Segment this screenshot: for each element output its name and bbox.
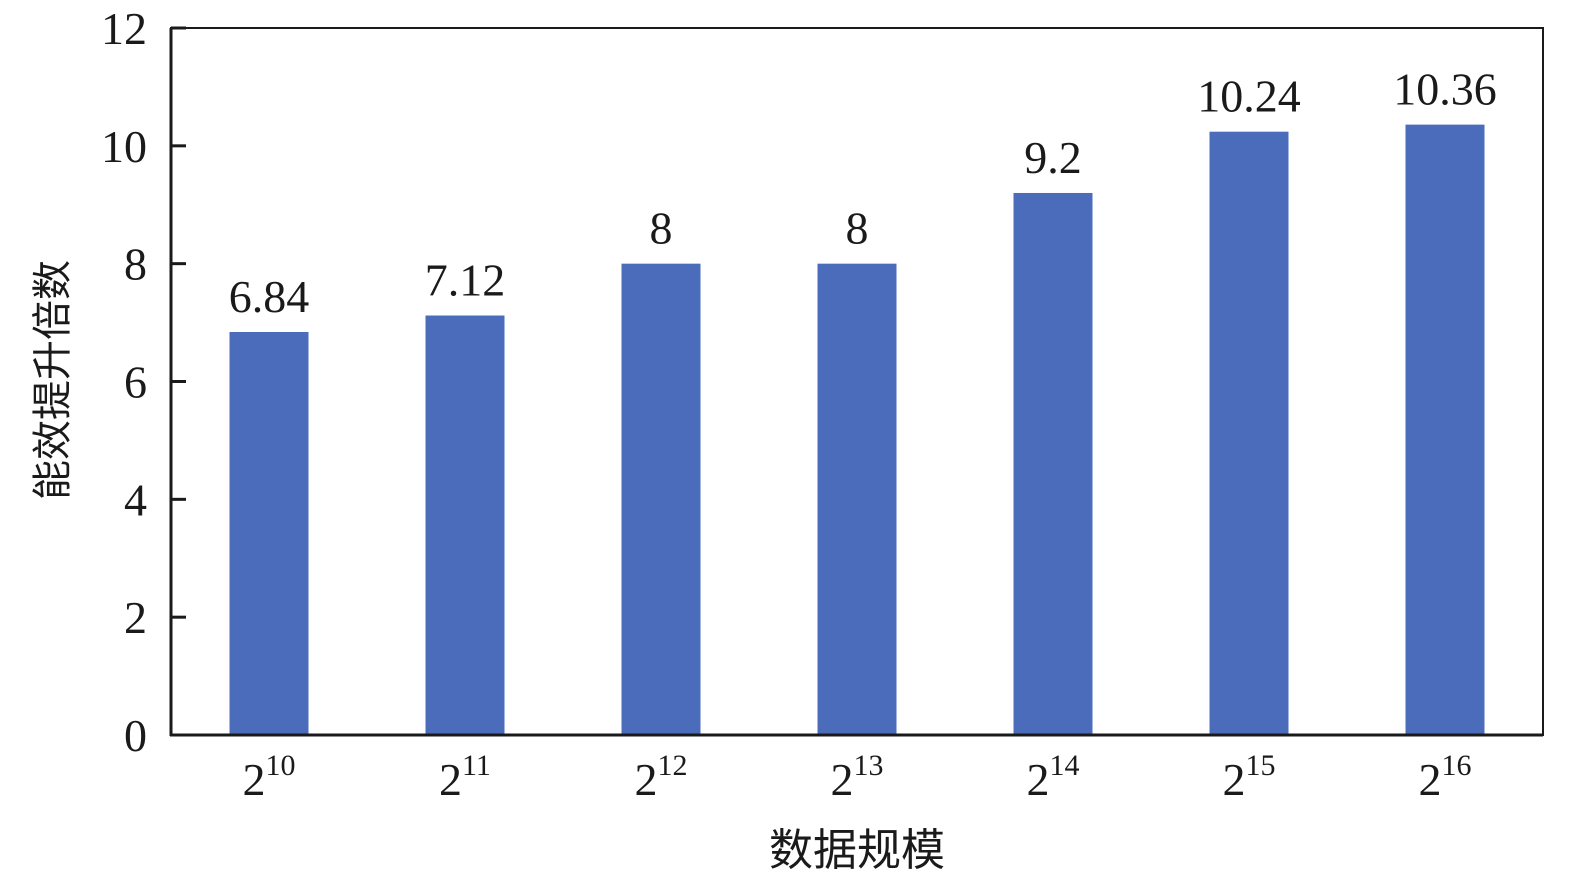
x-tick-label: 213 [831, 749, 884, 805]
data-label: 10.24 [1197, 71, 1301, 122]
y-axis-label: 能效提升倍数 [30, 260, 76, 500]
y-tick-label: 4 [124, 474, 147, 525]
x-tick-label: 212 [635, 749, 688, 805]
data-label: 8 [650, 203, 673, 254]
y-tick-label: 0 [124, 710, 147, 761]
x-tick-label: 215 [1223, 749, 1276, 805]
bar [817, 263, 897, 735]
bar [425, 315, 505, 735]
bar [621, 263, 701, 735]
data-label: 9.2 [1024, 132, 1082, 183]
bar [1209, 131, 1289, 735]
data-label: 6.84 [229, 271, 310, 322]
data-label: 7.12 [425, 255, 506, 306]
x-tick-label: 214 [1027, 749, 1080, 805]
bar [1405, 124, 1485, 735]
y-tick-label: 6 [124, 357, 147, 408]
bar [1013, 192, 1093, 735]
bar [229, 332, 309, 735]
y-tick-label: 10 [101, 121, 147, 172]
x-tick-label: 216 [1419, 749, 1472, 805]
data-label: 10.36 [1393, 64, 1497, 115]
y-tick-label: 8 [124, 239, 147, 290]
x-tick-label: 211 [439, 749, 491, 805]
data-label: 8 [846, 203, 869, 254]
x-axis-label: 数据规模 [769, 825, 945, 876]
x-tick-label: 210 [243, 749, 296, 805]
y-tick-label: 2 [124, 592, 147, 643]
y-tick-label: 12 [101, 3, 147, 54]
